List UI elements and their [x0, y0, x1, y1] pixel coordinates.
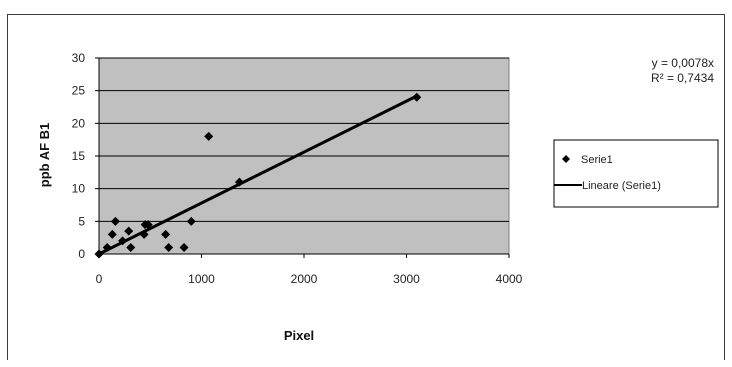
x-tick-label: 2000: [291, 272, 318, 286]
y-tick-label: 20: [72, 116, 86, 130]
x-tick-labels: 0 1000 2000 3000 4000: [96, 272, 523, 286]
x-tick-label: 3000: [393, 272, 420, 286]
data-point: [94, 249, 104, 259]
data-point: [107, 229, 117, 239]
y-tick-labels: 0 5 10 15 20 25 30: [72, 51, 86, 261]
x-tick-label: 0: [96, 272, 103, 286]
legend-box: [553, 139, 719, 208]
legend-label-serie1: Serie1: [581, 154, 613, 166]
data-point: [143, 220, 153, 230]
data-points: [94, 92, 422, 259]
chart-frame: [7, 14, 725, 360]
legend-label-lineare: Lineare (Serie1): [582, 180, 661, 192]
data-point: [234, 177, 244, 187]
trendline: [98, 94, 418, 256]
y-tick-label: 10: [72, 182, 86, 196]
data-point: [204, 131, 214, 141]
data-point: [110, 216, 120, 226]
trendline-equation: y = 0,0078x: [652, 56, 714, 70]
plot-area-group: [94, 57, 510, 259]
data-point: [118, 236, 128, 246]
data-point: [161, 229, 171, 239]
data-point: [124, 226, 134, 236]
data-point: [412, 92, 422, 102]
data-point: [164, 242, 174, 252]
legend-diamond-marker: [562, 155, 570, 163]
data-point: [139, 229, 149, 239]
data-point: [102, 242, 112, 252]
x-tick-label: 1000: [188, 272, 215, 286]
y-axis-title: ppb AF B1: [37, 123, 52, 188]
x-tick-label: 4000: [496, 272, 523, 286]
y-tick-label: 25: [72, 84, 86, 98]
y-tick-label: 15: [72, 149, 86, 163]
data-point: [126, 242, 136, 252]
legend: Serie1 Lineare (Serie1): [553, 139, 719, 208]
y-tick-label: 30: [72, 51, 86, 65]
trendline-r-squared: R² = 0,7434: [651, 71, 714, 85]
y-tick-label: 5: [78, 214, 85, 228]
x-axis-title: Pixel: [284, 328, 314, 343]
data-point: [186, 216, 196, 226]
y-tick-label: 0: [78, 247, 85, 261]
trendline-group: [98, 94, 418, 256]
data-point: [179, 242, 189, 252]
